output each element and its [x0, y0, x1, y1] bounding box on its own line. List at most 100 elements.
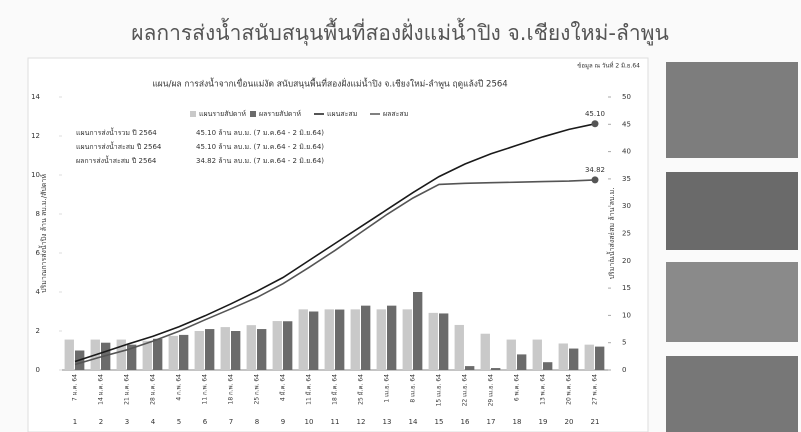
y2-tick-label: 5 — [622, 339, 626, 347]
photos — [666, 62, 798, 432]
y2-tick-label: 40 — [622, 148, 631, 156]
x-tick-label: 8 เม.ย. 64 — [410, 374, 417, 403]
bar — [533, 340, 542, 370]
week-number: 18 — [513, 418, 522, 426]
week-number: 10 — [305, 418, 314, 426]
x-tick-label: 4 ก.พ. 64 — [176, 374, 183, 401]
bar — [205, 329, 214, 370]
bar — [403, 309, 412, 370]
bar — [595, 347, 604, 370]
bar — [117, 340, 126, 370]
week-number: 17 — [487, 418, 496, 426]
week-number: 2 — [99, 418, 103, 426]
week-number: 8 — [255, 418, 259, 426]
y2-tick-label: 45 — [622, 120, 631, 128]
week-number: 7 — [229, 418, 233, 426]
bar — [413, 292, 422, 370]
x-tick-label: 6 พ.ค. 64 — [514, 374, 521, 401]
bar — [169, 336, 178, 370]
x-tick-label: 20 พ.ค. 64 — [566, 374, 573, 405]
photo — [666, 62, 798, 158]
week-number: 15 — [435, 418, 444, 426]
week-number: 14 — [409, 418, 418, 426]
bar — [387, 306, 396, 370]
bar — [455, 325, 464, 370]
bar — [283, 321, 292, 370]
slide: ผลการส่งน้ำสนับสนุนพื้นที่สองฝั่งแม่น้ำป… — [0, 0, 801, 432]
y2-tick-label: 10 — [622, 311, 631, 319]
week-number: 21 — [591, 418, 600, 426]
bar — [257, 329, 266, 370]
y-tick-label: 12 — [31, 132, 40, 140]
bar — [351, 309, 360, 370]
week-number: 9 — [281, 418, 285, 426]
legend-label: แผนรายสัปดาห์ — [199, 110, 246, 118]
bar — [517, 354, 526, 370]
legend-swatch — [250, 111, 256, 117]
y-tick-label: 2 — [36, 327, 40, 335]
photo — [666, 262, 798, 342]
data-label: 45.10 — [585, 110, 605, 118]
week-number: 12 — [357, 418, 366, 426]
bar — [299, 309, 308, 370]
week-number: 4 — [151, 418, 156, 426]
bar — [465, 366, 474, 370]
y2-tick-label: 50 — [622, 93, 631, 101]
bar — [65, 340, 74, 370]
x-tick-label: 13 พ.ค. 64 — [540, 374, 547, 405]
annotation-value: 34.82 ล้าน ลบ.ม. (7 ม.ค.64 - 2 มิ.ย.64) — [196, 157, 324, 165]
legend-swatch — [190, 111, 196, 117]
x-tick-label: 18 ก.พ. 64 — [228, 374, 235, 405]
y2-tick-label: 15 — [622, 284, 631, 292]
y-tick-label: 0 — [36, 366, 40, 374]
x-tick-label: 27 พ.ค. 64 — [592, 374, 599, 405]
x-tick-label: 25 ก.พ. 64 — [254, 374, 261, 405]
data-label: 34.82 — [585, 166, 605, 174]
x-tick-label: 11 ก.พ. 64 — [202, 374, 209, 405]
annotation-value: 45.10 ล้าน ลบ.ม. (7 ม.ค.64 - 2 มิ.ย.64) — [196, 143, 324, 151]
x-tick-label: 7 ม.ค. 64 — [72, 374, 79, 401]
x-tick-label: 14 ม.ค. 64 — [98, 374, 105, 405]
bar — [309, 312, 318, 371]
bar — [231, 331, 240, 370]
bar — [559, 343, 568, 370]
week-number: 16 — [461, 418, 470, 426]
bar — [491, 368, 500, 370]
x-tick-label: 29 เม.ย. 64 — [488, 374, 495, 407]
bar — [507, 340, 516, 370]
bar — [429, 313, 438, 370]
legend-label: แผนสะสม — [327, 110, 357, 118]
y2-tick-label: 0 — [622, 366, 626, 374]
bar — [143, 341, 152, 370]
legend-label: ผลสะสม — [383, 110, 408, 118]
bar — [585, 345, 594, 370]
week-number: 13 — [383, 418, 392, 426]
annotation-value: 45.10 ล้าน ลบ.ม. (7 ม.ค.64 - 2 มิ.ย.64) — [196, 129, 324, 137]
x-tick-label: 18 มี.ค. 64 — [331, 374, 339, 405]
bar — [543, 362, 552, 370]
photo — [666, 172, 798, 250]
x-tick-label: 21 ม.ค. 64 — [124, 374, 131, 405]
y2-tick-label: 20 — [622, 257, 631, 265]
slide-title: ผลการส่งน้ำสนับสนุนพื้นที่สองฝั่งแม่น้ำป… — [131, 18, 669, 46]
week-number: 5 — [177, 418, 181, 426]
bar — [195, 331, 204, 370]
bar — [153, 339, 162, 370]
y2-tick-label: 35 — [622, 175, 631, 183]
x-tick-label: 22 เม.ย. 64 — [462, 374, 469, 407]
week-number: 20 — [565, 418, 574, 426]
chart-title: แผน/ผล การส่งน้ำจากเขื่อนแม่งัด สนับสนุน… — [152, 78, 507, 90]
week-number: 11 — [331, 418, 340, 426]
x-tick-label: 1 เม.ย. 64 — [384, 374, 391, 403]
photo — [666, 356, 798, 432]
week-number: 6 — [203, 418, 208, 426]
legend-label: ผลรายสัปดาห์ — [259, 110, 301, 118]
end-marker — [592, 120, 599, 127]
x-tick-label: 4 มี.ค. 64 — [279, 374, 287, 401]
x-tick-label: 11 มี.ค. 64 — [305, 374, 313, 405]
y-tick-label: 10 — [31, 171, 40, 179]
y-tick-label: 14 — [31, 93, 40, 101]
bar — [361, 306, 370, 370]
bar — [247, 325, 256, 370]
y2-tick-label: 25 — [622, 230, 631, 238]
